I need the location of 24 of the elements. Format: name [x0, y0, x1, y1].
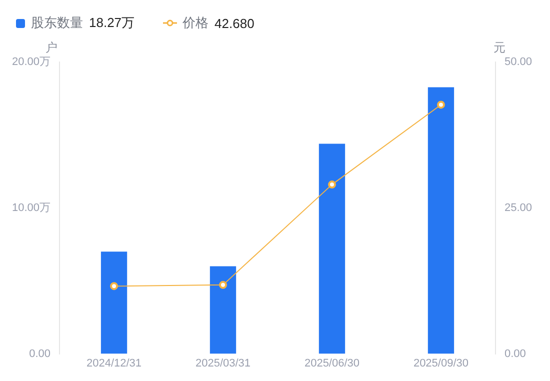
text: 42.680: [214, 16, 254, 30]
bar: [100, 252, 128, 354]
text: 18.27万: [89, 14, 135, 32]
y2-tick-label: 50.00: [504, 56, 532, 68]
point: [219, 280, 228, 289]
bar: [318, 144, 346, 354]
legend-label: 价格: [182, 14, 209, 32]
x-tick-label: 2024/12/31: [86, 357, 142, 370]
y-tick-label: 20.00万: [12, 56, 51, 68]
x-tick-label: 2025/09/30: [413, 357, 469, 370]
bar: [210, 266, 236, 354]
point: [436, 100, 445, 109]
point: [328, 180, 336, 189]
y2-axis-title: 元: [493, 40, 506, 54]
x-tick-label: 2025/06/30: [304, 357, 360, 370]
legend-label: 股东数量: [31, 14, 83, 32]
bar: [428, 87, 454, 354]
y-tick-label: 10.00万: [12, 202, 51, 214]
y-tick-label: 0.00: [29, 348, 51, 360]
y-axis-title: 户: [46, 40, 58, 54]
y2-tick-label: 25.00: [504, 202, 532, 214]
x-tick-label: 2025/03/31: [195, 357, 251, 370]
y2-tick-label: 0.00: [504, 348, 526, 360]
point: [110, 282, 118, 290]
